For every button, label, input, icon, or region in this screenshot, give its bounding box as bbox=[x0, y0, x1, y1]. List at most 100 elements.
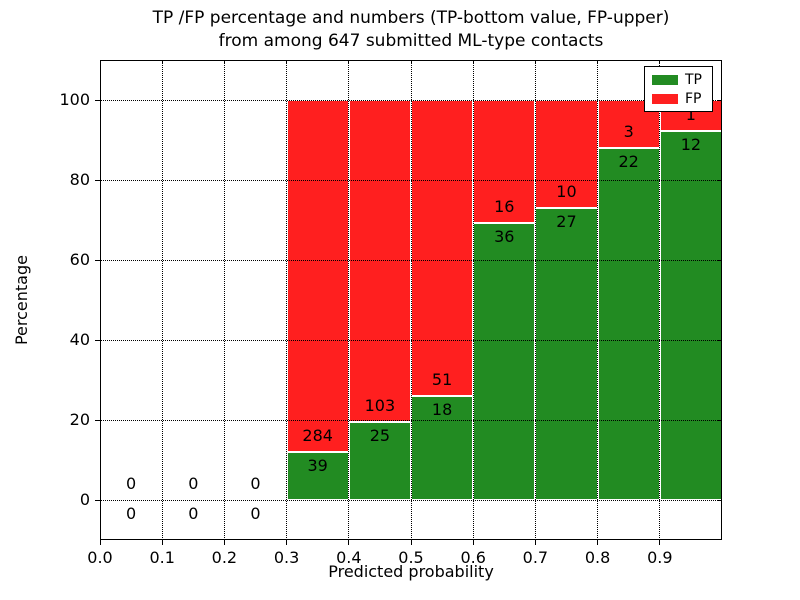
x-tick-top bbox=[286, 60, 288, 64]
y-tick-right bbox=[718, 499, 722, 501]
x-tick-bottom bbox=[472, 540, 474, 545]
x-tick-label: 0.9 bbox=[647, 548, 673, 567]
x-tick-top bbox=[223, 60, 225, 64]
fp-count-label: 0 bbox=[188, 474, 199, 493]
bar-segment-fp bbox=[286, 100, 349, 452]
chart-title-line2: from among 647 submitted ML-type contact… bbox=[218, 31, 604, 51]
bar-segment-tp bbox=[286, 451, 349, 500]
gridline-vertical bbox=[659, 60, 661, 540]
gridline-horizontal bbox=[100, 500, 722, 501]
x-tick-label: 0.1 bbox=[149, 548, 175, 567]
legend: TP FP bbox=[644, 66, 713, 112]
y-tick-right bbox=[718, 419, 722, 421]
legend-label-tp: TP bbox=[685, 71, 702, 88]
x-tick-bottom bbox=[410, 540, 412, 545]
x-tick-label: 0.7 bbox=[522, 548, 549, 567]
gridline-vertical bbox=[161, 60, 163, 540]
x-tick-top bbox=[348, 60, 350, 64]
y-tick-label: 40 bbox=[69, 330, 90, 349]
gridline-horizontal bbox=[100, 180, 722, 181]
x-tick-bottom bbox=[597, 540, 599, 545]
y-tick-left bbox=[95, 179, 100, 181]
fp-count-label: 284 bbox=[302, 425, 333, 445]
x-tick-bottom bbox=[348, 540, 350, 545]
tp-count-label: 39 bbox=[307, 455, 328, 475]
tp-count-label: 36 bbox=[494, 227, 515, 247]
bar-segment-tp bbox=[597, 148, 660, 500]
gridline-vertical bbox=[597, 60, 599, 540]
y-tick-label: 60 bbox=[69, 250, 90, 269]
y-tick-label: 100 bbox=[59, 90, 90, 109]
y-tick-left bbox=[95, 99, 100, 101]
legend-item-tp: TP bbox=[652, 73, 712, 87]
bar-segment-tp bbox=[348, 421, 411, 500]
x-tick-top bbox=[410, 60, 412, 64]
fp-count-label: 10 bbox=[556, 182, 577, 202]
gridline-horizontal bbox=[100, 100, 722, 101]
fp-count-label: 16 bbox=[494, 197, 515, 217]
y-axis-label: Percentage bbox=[12, 255, 31, 346]
tp-count-label: 22 bbox=[618, 152, 639, 171]
tp-count-label: 0 bbox=[188, 504, 199, 523]
x-tick-bottom bbox=[286, 540, 288, 545]
x-tick-label: 0.3 bbox=[273, 548, 300, 567]
x-tick-bottom bbox=[534, 540, 536, 545]
y-tick-left bbox=[95, 419, 100, 421]
bar-segment-tp bbox=[659, 130, 722, 500]
x-tick-top bbox=[597, 60, 599, 64]
x-axis-label: Predicted probability bbox=[328, 562, 494, 581]
gridline-vertical bbox=[534, 60, 536, 540]
x-tick-label: 0.4 bbox=[336, 548, 362, 567]
bar-segment-tp bbox=[535, 208, 598, 500]
legend-label-fp: FP bbox=[685, 90, 702, 107]
bar-segment-tp bbox=[411, 395, 474, 500]
fp-count-label: 1 bbox=[685, 104, 696, 124]
tp-count-label: 27 bbox=[556, 212, 577, 232]
fp-count-label: 3 bbox=[623, 122, 634, 141]
y-tick-right bbox=[718, 179, 722, 181]
y-tick-label: 0 bbox=[79, 490, 90, 509]
tp-count-label: 0 bbox=[126, 504, 137, 523]
fp-count-label: 0 bbox=[250, 474, 261, 493]
fp-count-label: 51 bbox=[431, 369, 453, 389]
fp-count-label: 0 bbox=[126, 474, 137, 493]
y-tick-left bbox=[95, 499, 100, 501]
y-tick-right bbox=[718, 259, 722, 261]
gridline-horizontal bbox=[100, 260, 722, 261]
bar-segment-tp bbox=[473, 223, 536, 500]
gridline-horizontal bbox=[100, 420, 722, 421]
x-tick-bottom bbox=[659, 540, 661, 545]
tp-count-label: 0 bbox=[250, 504, 261, 523]
tp-count-label: 12 bbox=[680, 134, 702, 154]
x-tick-top bbox=[534, 60, 536, 64]
gridline-vertical bbox=[348, 60, 350, 540]
x-tick-label: 0.2 bbox=[211, 548, 238, 567]
x-tick-top bbox=[99, 60, 101, 64]
bar-segment-fp bbox=[535, 100, 598, 209]
x-tick-label: 0.8 bbox=[584, 548, 611, 567]
y-tick-left bbox=[95, 259, 100, 261]
legend-item-fp: FP bbox=[652, 92, 712, 106]
fp-count-label: 103 bbox=[364, 395, 396, 415]
fp-color-swatch bbox=[652, 93, 678, 104]
y-tick-right bbox=[718, 339, 722, 341]
chart-title-line1: TP /FP percentage and numbers (TP-bottom… bbox=[152, 8, 670, 28]
gridline-vertical bbox=[472, 60, 474, 540]
x-tick-label: 0.6 bbox=[460, 548, 486, 567]
tp-color-swatch bbox=[652, 74, 678, 85]
tp-count-label: 25 bbox=[369, 425, 391, 445]
gridline-horizontal bbox=[100, 340, 722, 341]
x-tick-top bbox=[659, 60, 661, 64]
gridline-vertical bbox=[410, 60, 412, 540]
x-tick-label: 0.0 bbox=[87, 548, 113, 567]
bar-segment-fp bbox=[411, 100, 474, 396]
y-tick-right bbox=[718, 99, 722, 101]
tp-count-label: 18 bbox=[431, 399, 453, 419]
y-tick-label: 20 bbox=[69, 410, 90, 429]
y-tick-label: 80 bbox=[69, 170, 90, 189]
x-tick-top bbox=[472, 60, 474, 64]
x-tick-top bbox=[161, 60, 163, 64]
chart-title: TP /FP percentage and numbers (TP-bottom… bbox=[100, 7, 722, 53]
gridline-vertical bbox=[223, 60, 225, 540]
